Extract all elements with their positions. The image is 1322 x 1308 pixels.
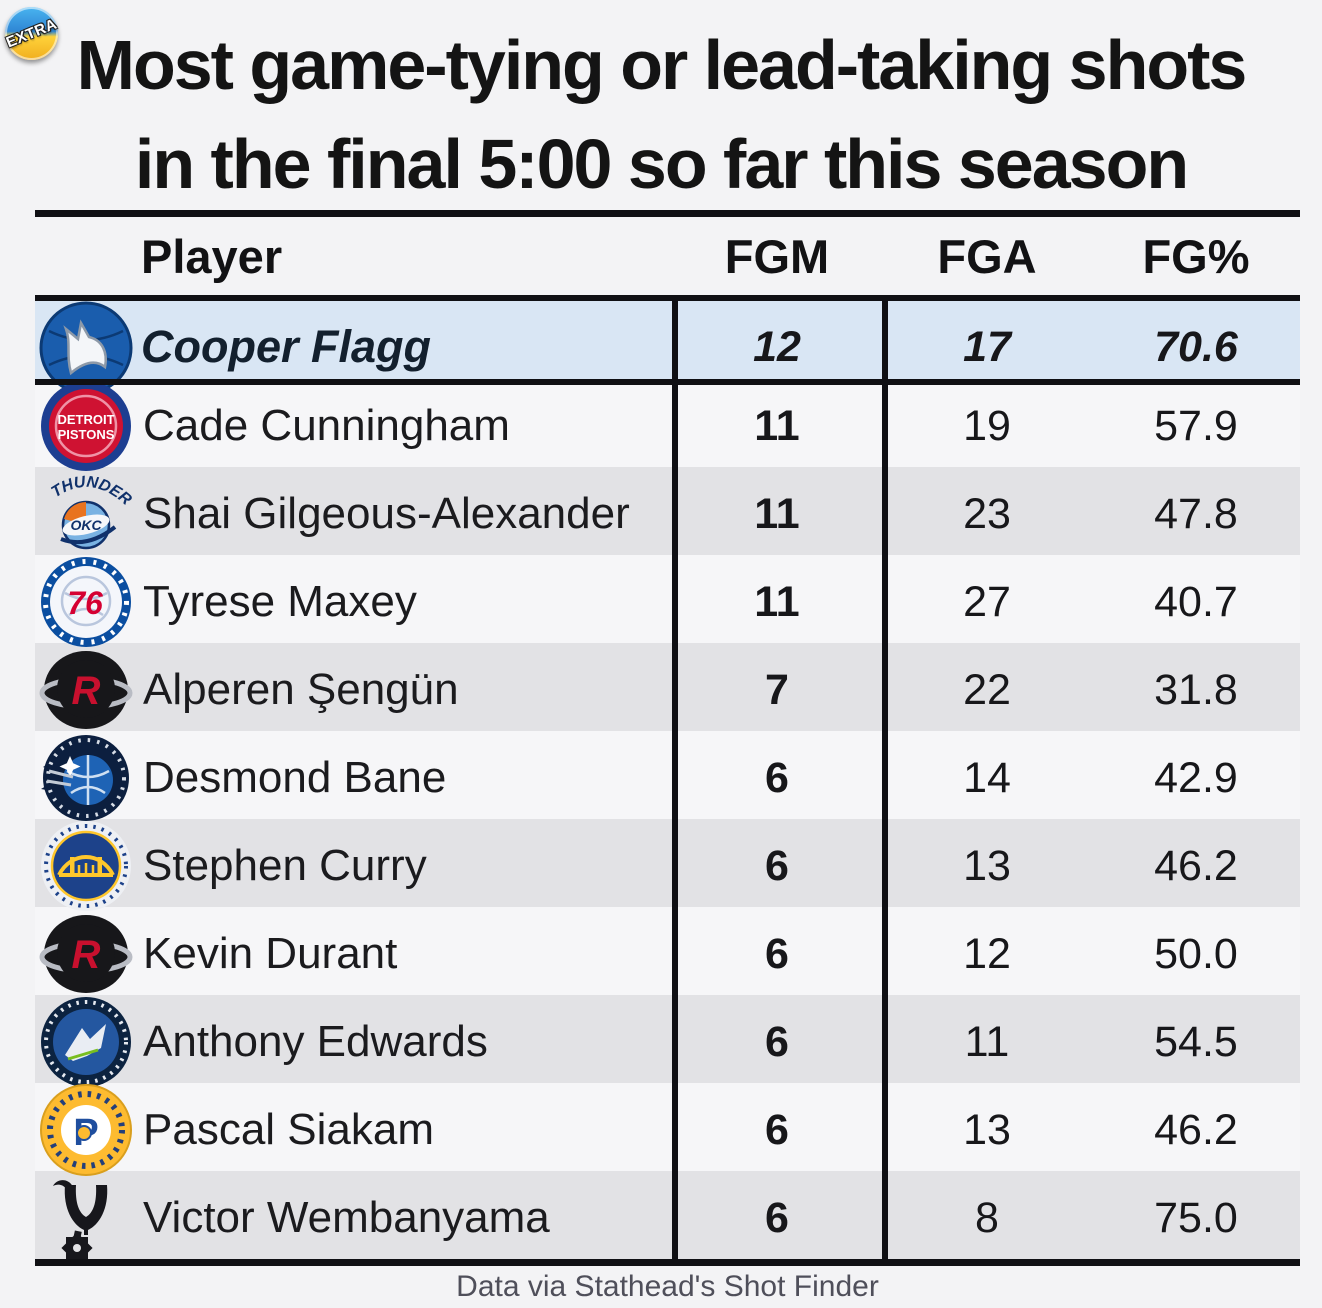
player-name: Victor Wembanyama — [143, 1193, 550, 1242]
svg-text:R: R — [72, 669, 101, 713]
column-header-fgpct: FG% — [1142, 229, 1250, 283]
divider-bottom — [35, 1259, 1300, 1266]
fgm-value: 6 — [765, 1105, 789, 1154]
divider-header — [35, 295, 1300, 301]
svg-text:R: R — [72, 933, 101, 977]
fgpct-value: 46.2 — [1154, 841, 1238, 890]
fgpct-value: 57.9 — [1154, 401, 1238, 450]
fgpct-value: 40.7 — [1154, 577, 1238, 626]
fgm-value: 6 — [765, 841, 789, 890]
player-name: Shai Gilgeous-Alexander — [143, 489, 630, 538]
table-row: DETROIT PISTONS Cade Cunningham 11 19 57… — [35, 379, 1300, 471]
warriors-logo-icon — [39, 819, 133, 913]
fga-value: 13 — [963, 841, 1011, 890]
fgm-value: 12 — [753, 322, 801, 371]
fga-value: 17 — [963, 322, 1011, 371]
divider-highlight-row — [35, 379, 1300, 385]
fga-value: 8 — [975, 1193, 999, 1242]
fgpct-value: 31.8 — [1154, 665, 1238, 714]
data-credit: Data via Stathead's Shot Finder — [456, 1270, 879, 1303]
player-name: Cade Cunningham — [143, 401, 510, 450]
fga-value: 27 — [963, 577, 1011, 626]
player-name: Stephen Curry — [143, 841, 427, 890]
divider-top — [35, 210, 1300, 217]
svg-text:PISTONS: PISTONS — [58, 427, 115, 442]
fgpct-value: 75.0 — [1154, 1193, 1238, 1242]
table-row: P Pascal Siakam 6 13 46.2 — [35, 1083, 1300, 1176]
fgpct-value: 70.6 — [1154, 322, 1238, 371]
magic-logo-icon — [39, 731, 133, 825]
fga-value: 12 — [963, 929, 1011, 978]
title-line-2: in the final 5:00 so far this season — [134, 125, 1189, 203]
player-name: Desmond Bane — [143, 753, 447, 802]
table-row: THUNDER OKC Shai Gilgeous-Alexander 11 2… — [35, 467, 1300, 555]
column-header-fgm: FGM — [724, 229, 830, 283]
title-line-1: Most game-tying or lead-taking shots — [76, 26, 1248, 104]
fgm-value: 11 — [754, 577, 800, 626]
fgm-value: 6 — [765, 1017, 789, 1066]
fgpct-value: 54.5 — [1154, 1017, 1238, 1066]
player-name: Tyrese Maxey — [143, 577, 417, 626]
thunder-logo-icon: THUNDER OKC — [39, 467, 133, 561]
column-header-player: Player — [141, 229, 283, 283]
player-name: Pascal Siakam — [143, 1105, 435, 1154]
timberwolves-logo-icon — [39, 995, 133, 1089]
svg-text:DETROIT: DETROIT — [57, 412, 114, 427]
fga-value: 13 — [963, 1105, 1011, 1154]
pacers-logo-icon: P — [39, 1083, 133, 1177]
fgpct-value: 50.0 — [1154, 929, 1238, 978]
table-row: Anthony Edwards 6 11 54.5 — [35, 995, 1300, 1087]
mavericks-logo-icon — [39, 301, 133, 395]
fgpct-value: 47.8 — [1154, 489, 1238, 538]
fgm-value: 7 — [765, 665, 789, 714]
fgm-value: 6 — [765, 1193, 789, 1242]
fga-value: 14 — [963, 753, 1011, 802]
svg-text:OKC: OKC — [70, 517, 102, 533]
table-row: Stephen Curry 6 13 46.2 — [35, 819, 1300, 911]
fgm-value: 11 — [754, 401, 800, 450]
table-row: Cooper Flagg 12 17 70.6 — [35, 301, 1300, 395]
divider-player-fgm — [672, 301, 678, 1266]
table-row: Desmond Bane 6 14 42.9 — [35, 731, 1300, 821]
player-name: Cooper Flagg — [141, 321, 431, 372]
page-title: Most game-tying or lead-taking shots in … — [0, 16, 1322, 214]
divider-fgm-fga — [882, 301, 888, 1266]
fgpct-value: 46.2 — [1154, 1105, 1238, 1154]
fgm-value: 6 — [765, 753, 789, 802]
fga-value: 22 — [963, 665, 1011, 714]
svg-text:76: 76 — [67, 585, 103, 621]
table-row: Victor Wembanyama 6 8 75.0 — [35, 1171, 1300, 1264]
table-row: R Kevin Durant 6 12 50.0 — [35, 907, 1300, 995]
fga-value: 23 — [963, 489, 1011, 538]
table-header: Player FGM FGA FG% — [35, 217, 1300, 295]
player-name: Kevin Durant — [143, 929, 398, 978]
player-name: Alperen Şengün — [143, 665, 459, 714]
spurs-logo-icon — [39, 1171, 133, 1265]
fgm-value: 11 — [754, 489, 800, 538]
sixers-logo-icon: 76 — [39, 555, 133, 649]
player-name: Anthony Edwards — [143, 1017, 488, 1066]
fgpct-value: 42.9 — [1154, 753, 1238, 802]
table-row: R Alperen Şengün 7 22 31.8 — [35, 643, 1300, 731]
column-header-fga: FGA — [937, 229, 1037, 283]
table-row: 76 Tyrese Maxey 11 27 40.7 — [35, 555, 1300, 647]
rockets-logo-icon: R — [39, 907, 133, 1001]
fga-value: 19 — [963, 401, 1011, 450]
fga-value: 11 — [964, 1017, 1010, 1066]
fgm-value: 6 — [765, 929, 789, 978]
rockets-logo-icon: R — [39, 643, 133, 737]
table-body: Cooper Flagg 12 17 70.6 DETROIT PISTONS … — [35, 301, 1300, 1264]
pistons-logo-icon: DETROIT PISTONS — [39, 379, 133, 473]
extra-badge: EXTRA — [4, 7, 60, 60]
